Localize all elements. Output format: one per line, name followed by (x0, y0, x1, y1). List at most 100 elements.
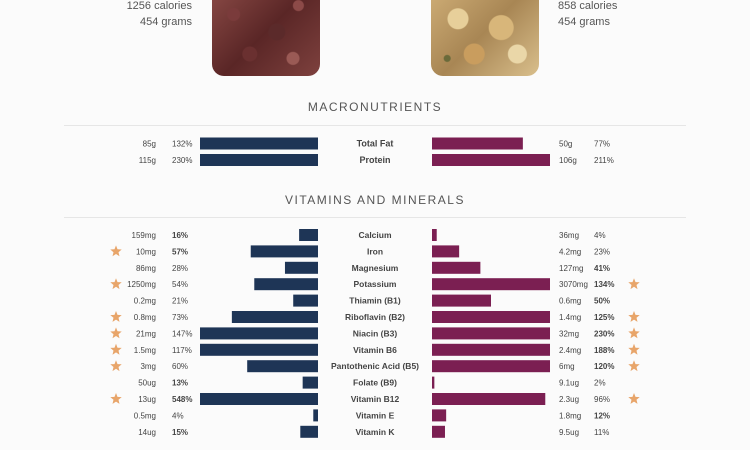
right-bar-total-fat (432, 137, 523, 150)
right-percent-iron: 23% (594, 247, 610, 256)
right-amount-vitamin-b6: 2.4mg (559, 346, 581, 355)
right-bar-niacin-b3 (432, 327, 550, 340)
left-amount-potassium: 1250mg (127, 280, 156, 289)
nutrient-label-protein: Protein (359, 155, 390, 165)
right-food-weight: 454 grams (558, 16, 610, 28)
right-amount-vitamin-k: 9.5ug (559, 428, 579, 437)
left-bar-pantothenic-acid-b5 (247, 360, 318, 373)
left-star-icon-riboflavin-b2 (110, 311, 122, 322)
right-star-icon-niacin-b3 (628, 327, 640, 339)
left-amount-vitamin-e: 0.5mg (134, 411, 156, 420)
left-percent-vitamin-b6: 117% (172, 346, 192, 355)
left-amount-calcium: 159mg (132, 231, 156, 240)
left-percent-iron: 57% (172, 247, 188, 256)
left-amount-iron: 10mg (136, 247, 156, 256)
left-star-icon-iron (110, 245, 122, 257)
left-amount-vitamin-b12: 13ug (138, 395, 156, 404)
left-bar-iron (250, 245, 318, 258)
left-amount-protein: 115g (139, 156, 156, 165)
left-percent-total-fat: 132% (172, 140, 192, 149)
left-bar-niacin-b3 (200, 327, 318, 340)
nutrient-label-pantothenic-acid-b5: Pantothenic Acid (B5) (331, 361, 419, 371)
nutrient-label-vitamin-e: Vitamin E (356, 410, 395, 420)
right-amount-niacin-b3: 32mg (559, 329, 579, 338)
left-bar-vitamin-b6 (200, 343, 318, 356)
right-percent-vitamin-e: 12% (594, 411, 610, 420)
left-star-icon-niacin-b3 (110, 327, 122, 339)
right-bar-protein (432, 154, 550, 166)
right-food-caption: 858 calories 454 grams (558, 0, 617, 30)
right-amount-vitamin-b12: 2.3ug (559, 395, 579, 404)
left-bar-potassium (254, 278, 318, 291)
left-bar-folate-b9 (302, 376, 318, 389)
right-amount-protein: 106g (559, 156, 577, 165)
right-amount-calcium: 36mg (559, 231, 579, 240)
vitamins-divider (64, 217, 686, 218)
right-amount-potassium: 3070mg (559, 280, 588, 289)
left-star-icon-vitamin-b6 (110, 343, 122, 355)
right-amount-vitamin-e: 1.8mg (559, 411, 581, 420)
left-percent-calcium: 16% (172, 231, 188, 240)
left-percent-niacin-b3: 147% (172, 329, 192, 338)
right-bar-pantothenic-acid-b5 (432, 360, 550, 373)
right-bar-iron (432, 245, 460, 258)
nutrient-label-iron: Iron (367, 246, 383, 256)
right-bar-thiamin-b1 (432, 294, 491, 307)
right-bar-vitamin-e (432, 409, 447, 422)
right-percent-protein: 211% (594, 156, 614, 165)
right-food-calories: 858 calories (558, 0, 618, 12)
left-percent-riboflavin-b2: 73% (172, 313, 188, 322)
left-amount-niacin-b3: 21mg (136, 329, 156, 338)
left-star-icon-vitamin-b12 (110, 393, 122, 404)
left-amount-riboflavin-b2: 0.8mg (134, 313, 156, 322)
left-bar-total-fat (200, 137, 318, 150)
ground-beef-photo (212, 0, 320, 76)
right-bar-vitamin-b12 (432, 393, 546, 405)
right-percent-vitamin-b6: 188% (594, 346, 614, 355)
right-amount-folate-b9: 9.1ug (559, 379, 579, 388)
macronutrients-title: MACRONUTRIENTS (307, 100, 443, 114)
left-food-weight: 454 grams (140, 16, 192, 28)
right-bar-potassium (432, 278, 550, 291)
nutrient-label-total-fat: Total Fat (357, 139, 394, 149)
right-bar-calcium (432, 229, 437, 241)
left-food-caption: 1256 calories 454 grams (127, 0, 192, 30)
right-percent-calcium: 4% (594, 231, 606, 240)
right-percent-folate-b9: 2% (594, 379, 606, 388)
left-bar-thiamin-b1 (293, 294, 318, 307)
left-bar-magnesium (284, 261, 318, 274)
left-bar-vitamin-e (313, 409, 318, 422)
left-bar-vitamin-b12 (200, 393, 318, 405)
right-bar-vitamin-b6 (432, 343, 550, 356)
left-percent-thiamin-b1: 21% (172, 297, 188, 306)
nutrient-label-riboflavin-b2: Riboflavin (B2) (345, 312, 405, 322)
right-percent-vitamin-k: 11% (594, 428, 609, 437)
right-star-icon-vitamin-b6 (628, 343, 640, 355)
left-percent-vitamin-e: 4% (172, 411, 184, 420)
chicken-photo (431, 0, 539, 76)
left-food-calories: 1256 calories (126, 0, 192, 12)
right-amount-magnesium: 127mg (559, 264, 583, 273)
right-star-icon-potassium (628, 278, 640, 290)
right-star-icon-riboflavin-b2 (628, 311, 640, 322)
right-percent-niacin-b3: 230% (594, 329, 614, 338)
nutrient-label-vitamin-b6: Vitamin B6 (353, 345, 397, 355)
left-bar-vitamin-k (300, 425, 318, 438)
right-percent-thiamin-b1: 50% (594, 297, 610, 306)
right-percent-magnesium: 41% (594, 264, 610, 273)
left-amount-total-fat: 85g (143, 140, 156, 149)
right-bar-magnesium (432, 261, 481, 274)
left-percent-folate-b9: 13% (172, 379, 188, 388)
left-bar-riboflavin-b2 (231, 311, 318, 323)
nutrient-label-folate-b9: Folate (B9) (353, 378, 397, 388)
vitamins-minerals-title: VITAMINS AND MINERALS (285, 193, 465, 207)
left-percent-potassium: 54% (172, 280, 188, 289)
right-percent-potassium: 134% (594, 280, 614, 289)
left-amount-thiamin-b1: 0.2mg (134, 297, 156, 306)
right-percent-vitamin-b12: 96% (594, 395, 610, 404)
right-bar-folate-b9 (432, 376, 435, 389)
nutrient-label-vitamin-k: Vitamin K (355, 427, 395, 437)
left-bar-calcium (299, 229, 318, 241)
right-star-icon-vitamin-b12 (628, 393, 640, 404)
